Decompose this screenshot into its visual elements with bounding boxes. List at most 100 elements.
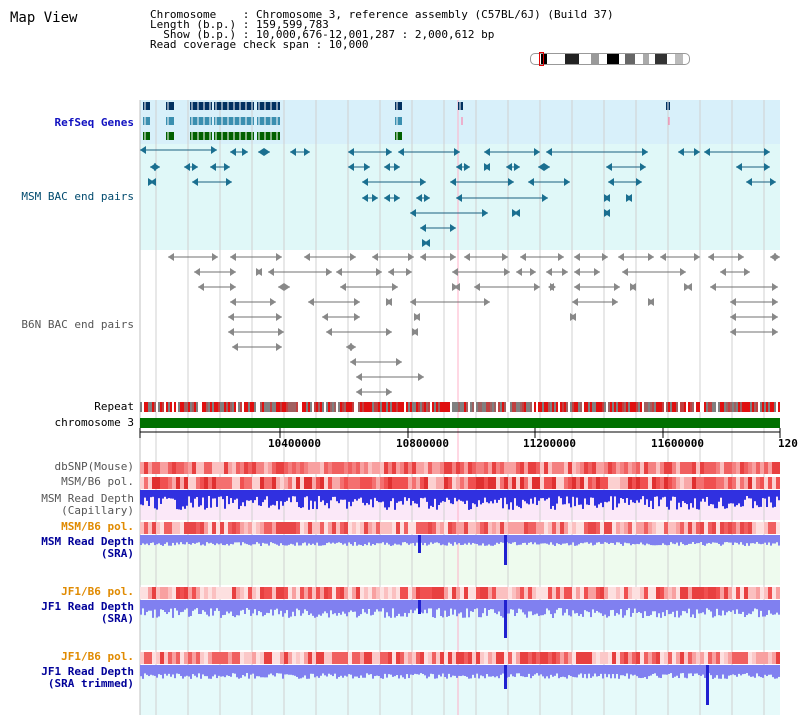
read-depth-bar (244, 490, 246, 507)
msm-bac-end (372, 194, 378, 202)
read-depth-bar (502, 600, 504, 618)
heat-cell (660, 477, 664, 489)
read-depth-bar (514, 490, 516, 499)
heat-cell (700, 522, 704, 534)
read-depth-bar (598, 665, 600, 677)
read-depth-bar (388, 490, 390, 508)
repeat-segment (184, 402, 186, 412)
read-depth-bar (482, 600, 484, 614)
heat-cell (228, 477, 232, 489)
read-depth-bar (350, 665, 352, 675)
read-depth-bar (324, 665, 326, 676)
track-label-chromosome[interactable]: chromosome 3 (54, 416, 134, 429)
track-label-jf1-depth-sra[interactable]: JF1 Read Depth (SRA) (41, 601, 134, 625)
read-depth-bar (640, 665, 642, 679)
read-depth-bar (652, 665, 654, 674)
refseq-gene (190, 102, 212, 110)
read-depth-bar (614, 535, 616, 545)
heat-cell (456, 587, 460, 599)
track-label-b6n-bac[interactable]: B6N BAC end pairs (21, 318, 134, 331)
read-depth-bar (366, 600, 368, 614)
read-depth-bar (634, 600, 636, 609)
repeat-segment (240, 402, 242, 412)
read-depth-bar (750, 490, 752, 499)
track-label-jf1-b6-pol-1[interactable]: JF1/B6 pol. (61, 585, 134, 598)
heat-cell (400, 462, 404, 474)
read-depth-bar (146, 600, 148, 612)
heat-cell (392, 522, 396, 534)
heat-cell (672, 587, 676, 599)
ideogram-position-marker[interactable] (539, 52, 544, 66)
read-depth-bar (368, 490, 370, 505)
read-depth-bar (618, 600, 620, 615)
read-depth-bar (316, 490, 318, 510)
heat-cell (400, 587, 404, 599)
heat-cell (240, 522, 244, 534)
heat-cell (316, 462, 320, 474)
read-depth-bar (300, 665, 302, 679)
chromosome-ideogram[interactable] (530, 53, 690, 65)
heat-cell (228, 652, 232, 664)
track-label-jf1-depth-trim[interactable]: JF1 Read Depth (SRA trimmed) (41, 666, 134, 690)
read-depth-bar (656, 535, 658, 546)
read-depth-bar (516, 600, 518, 614)
track-label-refseq-genes[interactable]: RefSeq Genes (54, 116, 134, 129)
read-depth-bar (490, 600, 492, 610)
track-label-dbsnp[interactable]: dbSNP(Mouse) (54, 460, 134, 473)
heat-cell (608, 522, 612, 534)
read-depth-bar (552, 535, 554, 545)
heat-cell (292, 462, 296, 474)
read-depth-bar (278, 535, 280, 546)
axis-tick-label: 120 (778, 437, 798, 450)
heat-cell (432, 522, 436, 534)
track-label-msm-b6-pol-2[interactable]: MSM/B6 pol. (61, 520, 134, 533)
track-label-msm-bac[interactable]: MSM BAC end pairs (21, 190, 134, 203)
heat-cell (448, 462, 452, 474)
read-depth-bar (494, 600, 496, 613)
read-depth-bar (698, 600, 700, 614)
read-depth-bar (188, 490, 190, 497)
read-depth-bar (334, 490, 336, 497)
heat-cell (356, 477, 360, 489)
track-label-msm-b6-pol-1[interactable]: MSM/B6 pol. (61, 475, 134, 488)
read-depth-bar (274, 490, 276, 506)
read-depth-bar (392, 490, 394, 499)
b6n-bac-end (410, 298, 416, 306)
read-depth-bar (402, 535, 404, 543)
read-depth-bar (768, 665, 770, 675)
read-depth-bar (724, 535, 726, 543)
read-depth-bar (358, 490, 360, 499)
read-depth-bar (484, 600, 486, 609)
heat-cell (288, 587, 292, 599)
heat-cell (688, 477, 692, 489)
read-depth-bar (428, 490, 430, 509)
track-label-repeat[interactable]: Repeat (94, 400, 134, 413)
heat-cell (352, 522, 356, 534)
heat-cell (140, 587, 144, 599)
heat-cell (304, 652, 308, 664)
heat-cell (380, 477, 384, 489)
track-label-jf1-b6-pol-2[interactable]: JF1/B6 pol. (61, 650, 134, 663)
heat-cell (728, 477, 732, 489)
read-depth-bar (532, 600, 534, 616)
read-depth-bar (192, 535, 194, 544)
read-depth-bar (666, 535, 668, 546)
heat-cell (396, 462, 400, 474)
track-label-msm-depth-cap[interactable]: MSM Read Depth (Capillary) (41, 493, 134, 517)
heat-cell (180, 477, 184, 489)
read-depth-bar (432, 665, 434, 675)
repeat-segment (750, 402, 752, 412)
read-depth-bar (206, 600, 208, 615)
read-depth-bar (740, 535, 742, 543)
read-depth-bar (210, 490, 212, 508)
heat-cell (552, 587, 556, 599)
track-label-msm-depth-sra[interactable]: MSM Read Depth (SRA) (41, 536, 134, 560)
read-depth-bar (140, 665, 142, 677)
repeat-segment (658, 402, 660, 412)
read-depth-bar (732, 490, 734, 504)
repeat-segment (300, 402, 302, 412)
heat-cell (536, 522, 540, 534)
read-depth-bar (748, 665, 750, 676)
read-depth-bar (162, 600, 164, 611)
